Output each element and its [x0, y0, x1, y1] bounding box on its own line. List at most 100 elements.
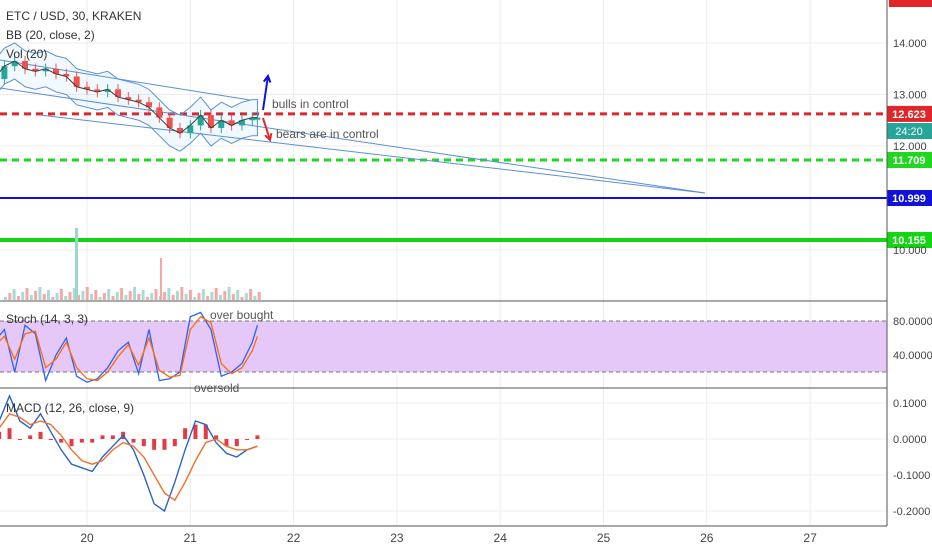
volume-bar — [150, 293, 154, 300]
candle-body — [125, 97, 132, 100]
volume-bar — [98, 297, 102, 300]
candle-body — [114, 89, 121, 98]
volume-bar — [29, 295, 33, 300]
volume-bar — [253, 296, 257, 300]
stoch-series-0 — [0, 311, 259, 383]
trendline-channel — [39, 114, 706, 194]
candle-body — [218, 120, 225, 128]
candle-body — [1, 66, 8, 80]
macd-hist-bar — [79, 439, 84, 443]
bulls-annotation: bulls in control — [272, 97, 349, 111]
volume-bar — [210, 292, 214, 300]
candle-body — [176, 127, 183, 134]
bb-label: BB (20, close, 2) — [6, 28, 95, 42]
bulls-arrow — [262, 75, 269, 111]
volume-bar — [21, 292, 25, 300]
y-tick-label: 10.000 — [893, 245, 927, 257]
macd-hist-bar — [203, 424, 208, 439]
macd-hist-bar — [183, 428, 188, 439]
candle-body — [135, 99, 142, 103]
stoch-tick-label: 80.0000 — [893, 316, 932, 328]
symbol-label: ETC / USD, 30, KRAKEN — [6, 9, 141, 23]
candle-body — [94, 89, 101, 92]
bears-arrow-head — [264, 132, 273, 142]
volume-bar — [145, 297, 149, 300]
macd-hist-bar — [224, 439, 229, 447]
volume-bar — [111, 296, 115, 300]
x-tick-label: 20 — [80, 531, 94, 545]
macd-hist-bar — [17, 439, 22, 440]
macd-hist-bar — [193, 424, 198, 439]
volume-bar — [81, 291, 85, 300]
volume-bar — [16, 296, 20, 300]
volume-bar — [42, 294, 46, 300]
candle-body — [156, 107, 163, 118]
volume-bar — [249, 289, 253, 300]
stoch-panel — [0, 311, 887, 383]
volume-bar — [214, 288, 218, 300]
volume-bar — [244, 293, 248, 300]
macd-hist-bar — [131, 439, 136, 443]
candle-body — [63, 73, 70, 77]
x-tick-label: 26 — [700, 531, 714, 545]
overbought-annotation: over bought — [210, 308, 274, 322]
macd-hist-bar — [141, 439, 146, 447]
macd-hist-bar — [28, 435, 33, 439]
volume-bar — [236, 290, 240, 300]
volume-bar — [206, 296, 210, 300]
candle-body — [228, 120, 235, 126]
volume-bar — [47, 290, 50, 300]
price-close-line — [0, 60, 258, 134]
candle-body — [254, 117, 261, 120]
volume-bar — [219, 295, 222, 300]
macd-hist-bar — [214, 435, 219, 439]
volume-bar — [167, 288, 171, 300]
level-badge — [887, 105, 932, 122]
level-badge-label: 11.709 — [892, 155, 925, 167]
volume-bar — [94, 290, 98, 300]
volume-bar — [171, 295, 175, 300]
volume-bar — [240, 297, 244, 300]
volume-bar — [176, 291, 179, 300]
candle-body — [197, 115, 204, 126]
horizontal-levels: 12.623 11.709 10.999 10.155 24:20 — [0, 105, 932, 248]
volume-bar — [102, 293, 106, 300]
volume-bar — [115, 292, 119, 300]
candle-body — [11, 61, 18, 67]
volume-bar — [90, 294, 93, 300]
volume-bar — [77, 295, 81, 300]
macd-hist-bar — [90, 439, 95, 443]
volume-bar — [85, 287, 89, 300]
trendline-upper — [0, 59, 251, 101]
vol-label: Vol (20) — [6, 47, 47, 61]
grid — [0, 0, 887, 526]
x-tick-label: 21 — [184, 531, 198, 545]
stoch-series-1 — [0, 315, 259, 382]
candle-body — [84, 86, 90, 90]
level-badge-label: 12.623 — [892, 109, 926, 121]
macd-hist-bar — [245, 439, 250, 440]
volume-bar — [223, 291, 227, 300]
candle-body — [104, 89, 111, 92]
volume-bar — [75, 228, 78, 300]
volume-bar — [128, 291, 132, 300]
macd-tick-label: 0.1000 — [893, 398, 927, 410]
candle-body — [207, 115, 214, 128]
volume-bar — [227, 287, 231, 300]
volume-bar — [25, 288, 29, 300]
volume-bar — [137, 294, 141, 300]
macd-tick-label: 0.0000 — [893, 434, 927, 446]
candle-body — [53, 68, 60, 74]
price-panel — [0, 42, 706, 300]
macd-hist-bar — [38, 431, 43, 439]
volume-bar — [51, 297, 55, 300]
macd-tick-label: -0.2000 — [893, 506, 930, 518]
volume-bar — [154, 289, 158, 300]
stoch-label: Stoch (14, 3, 3) — [6, 312, 88, 326]
bears-arrow — [262, 117, 271, 141]
volume-bar — [4, 297, 7, 300]
axis-labels: 20 21 22 23 24 25 26 27 14.000 13.000 12.000 10.000… — [80, 0, 932, 545]
macd-hist-bar — [7, 428, 12, 439]
volume-bar — [124, 295, 128, 300]
